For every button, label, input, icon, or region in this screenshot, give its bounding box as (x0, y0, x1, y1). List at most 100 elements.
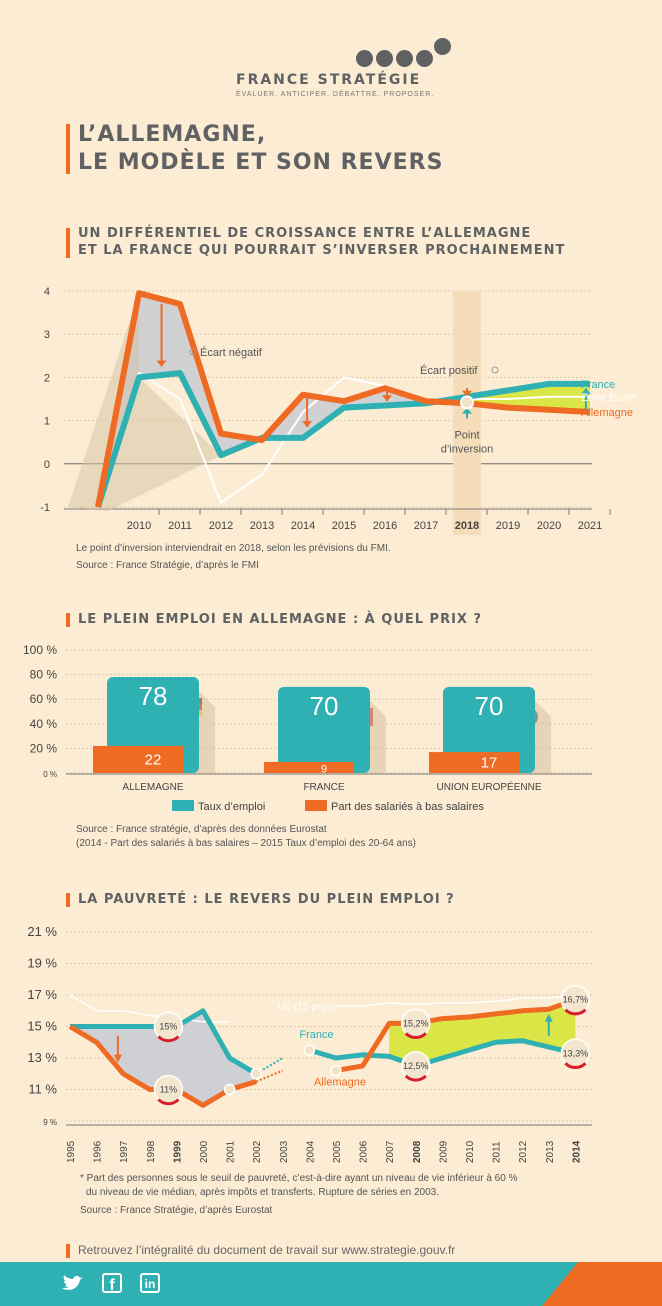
x-tick-label: 2005 (332, 1140, 343, 1163)
y-tick-label: 11 % (28, 1082, 57, 1097)
section2-accent (66, 613, 70, 627)
x-tick-label: 2014 (571, 1140, 582, 1163)
series-line-france-2 (308, 1038, 576, 1069)
chart3-footnote-line2: du niveau de vie médian, après impôts et… (86, 1187, 439, 1198)
x-tick-label: 2001 (226, 1140, 237, 1163)
segment-endpoint (330, 1064, 342, 1077)
category-label: UNION EUROPÉENNE (436, 780, 541, 793)
value-label: 13,3% (563, 1048, 589, 1058)
legend-low-wage: Part des salariés à bas salaires (331, 801, 484, 813)
x-tick-label: 1996 (93, 1140, 104, 1163)
employment-bar (278, 686, 370, 773)
legend-employment: Taux d’emploi (198, 801, 265, 813)
x-tick-label: 2016 (373, 520, 397, 532)
segment-endpoint (250, 1068, 262, 1080)
footer-bar (0, 1262, 662, 1306)
x-tick-label: 2010 (127, 520, 151, 532)
low-wage-value: 9 (321, 763, 327, 775)
facebook-glyph: f (109, 1277, 115, 1294)
chart1-title-line1: UN DIFFÉRENTIEL DE CROISSANCE ENTRE L’AL… (78, 226, 532, 241)
series-line-allemagne (95, 290, 591, 508)
x-tick-label: 2018 (455, 520, 479, 532)
linkedin-icon[interactable]: in (140, 1273, 160, 1293)
chart3-title: LA PAUVRETÉ : LE REVERS DU PLEIN EMPLOI … (78, 892, 455, 907)
low-wage-bar (264, 761, 354, 773)
chart2-title: LE PLEIN EMPLOI EN ALLEMAGNE : À QUEL PR… (78, 612, 483, 627)
bubble-flag-arc (564, 1008, 587, 1016)
footer-accent (66, 1244, 70, 1258)
break-allemagne (255, 1069, 284, 1083)
brand-tagline: ÉVALUER. ANTICIPER. DÉBATTRE. PROPOSER. (236, 91, 435, 98)
section3-accent (66, 893, 70, 907)
y-tick-label: 100 % (23, 643, 57, 657)
chart1-note: Le point d’inversion interviendrait en 2… (76, 543, 391, 554)
bubble-flag-arc (404, 1074, 427, 1082)
value-label: 15% (159, 1022, 177, 1032)
legend-france: France (581, 379, 615, 391)
bubble-flag-arc (564, 1062, 587, 1069)
y-tick-label: 20 % (30, 741, 58, 755)
low-wage-bar (93, 745, 183, 773)
y-tick-label: 60 % (30, 692, 58, 706)
gap-area-1 (70, 1010, 257, 1106)
segment-endpoint (303, 1044, 316, 1056)
legend-swatch-low-wage (305, 800, 327, 811)
arrow-2021-head (580, 388, 591, 395)
section1-accent (66, 228, 70, 258)
logo (356, 38, 456, 67)
arrow-inversion-down-head (462, 390, 472, 397)
x-tick-label: 1998 (146, 1140, 157, 1163)
chart3-footnote-line1: * Part des personnes sous le seuil de pa… (80, 1173, 518, 1184)
y-tick-label: 21 % (27, 924, 57, 939)
value-label: 16,7% (563, 995, 589, 1005)
x-tick-label: 1995 (66, 1140, 77, 1163)
x-tick-label: 2013 (545, 1140, 556, 1163)
legend-zone-euro: Zone Euro* (581, 392, 637, 404)
y-tick-label: 15 % (27, 1019, 57, 1034)
segment-endpoint (223, 1083, 236, 1096)
legend-swatch-employment (172, 800, 194, 811)
series-line-ue-2 (336, 994, 576, 1007)
employment-value: 70 (310, 691, 339, 721)
y-tick-label: 0 (44, 459, 50, 471)
label-allemagne: Allemagne (314, 1077, 366, 1089)
legend-allemagne: Allemagne (581, 407, 633, 419)
series-line-ue-1 (69, 994, 230, 1023)
facebook-icon[interactable]: f (102, 1273, 122, 1294)
positive-gap-label: Écart positif (420, 364, 478, 377)
y-tick-label: 9 % (43, 1118, 57, 1127)
x-tick-label: 2006 (359, 1140, 370, 1163)
y-tick-label: 13 % (27, 1050, 57, 1065)
series-line-france (95, 370, 590, 508)
twitter-icon[interactable] (60, 1272, 84, 1294)
title-accent (66, 124, 70, 174)
x-tick-label: 1999 (172, 1140, 183, 1163)
document-link[interactable]: Retrouvez l’intégralité du document de t… (78, 1243, 456, 1257)
page-title-line2: LE MODÈLE ET SON REVERS (78, 150, 444, 175)
page-title-line1: L’ALLEMAGNE, (78, 122, 267, 147)
value-label: 11% (160, 1085, 177, 1095)
x-tick-label: 2012 (209, 520, 233, 532)
y-tick-label: 19 % (27, 956, 57, 971)
value-label: 12,5% (403, 1061, 429, 1071)
series-line-allemagne-2 (335, 997, 577, 1074)
x-tick-label: 1997 (119, 1140, 130, 1163)
employment-value: 78 (139, 681, 168, 711)
low-wage-value: 22 (145, 751, 162, 768)
arrow-2014-head (302, 421, 313, 428)
x-tick-label: 2007 (385, 1140, 396, 1163)
chart3-source: Source : France Stratégie, d’après Euros… (80, 1205, 273, 1216)
arrow-2016-head (382, 395, 392, 402)
x-tick-label: 2002 (252, 1140, 263, 1163)
category-label: ALLEMAGNE (122, 782, 183, 793)
x-tick-label: 2013 (250, 520, 274, 532)
employment-bar (443, 686, 535, 773)
x-tick-label: 2011 (168, 520, 192, 532)
negative-gap-area (98, 293, 467, 507)
x-tick-label: 2012 (518, 1140, 529, 1163)
y-tick-label: 4 (44, 286, 50, 298)
arrow-2011-head (156, 360, 167, 367)
